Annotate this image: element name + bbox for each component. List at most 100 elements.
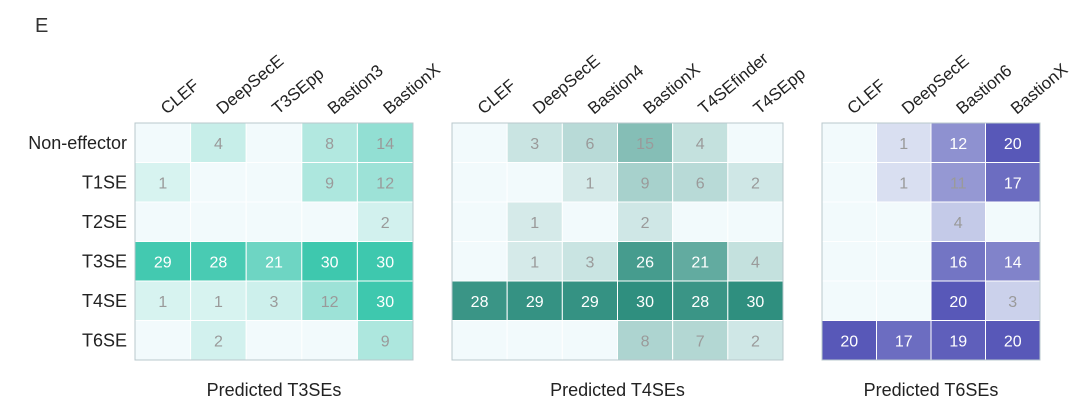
heatmap-cell (821, 320, 877, 361)
cell-value: 30 (321, 254, 339, 271)
cell-value: 30 (376, 254, 394, 271)
heatmap-cell (727, 241, 784, 282)
cell-value: 6 (585, 136, 594, 153)
cell-value: 2 (751, 175, 760, 192)
heatmap-cell (821, 122, 877, 163)
heatmap-cell (727, 162, 784, 203)
cell-value: 17 (1004, 175, 1022, 192)
heatmap-cell (301, 162, 358, 203)
cell-value: 28 (471, 294, 489, 311)
cell-value: 6 (696, 175, 705, 192)
panel-title: Predicted T4SEs (550, 380, 685, 400)
cell-value: 9 (325, 175, 334, 192)
heatmap-cell (245, 320, 303, 361)
cell-value: 28 (691, 294, 709, 311)
heatmap-cell (134, 162, 192, 203)
heatmap-cell (561, 201, 618, 242)
cell-value: 1 (530, 254, 539, 271)
cell-value: 4 (954, 215, 963, 232)
column-label: CLEF (157, 76, 203, 118)
row-label: T1SE (82, 172, 127, 192)
column-label: Bastion3 (324, 61, 387, 118)
cell-value: 20 (840, 333, 858, 350)
cell-value: 1 (158, 175, 167, 192)
cell-value: 30 (636, 294, 654, 311)
heatmap-cell (451, 201, 508, 242)
heatmap-cell (245, 122, 303, 163)
cell-value: 1 (530, 215, 539, 232)
heatmap-cell (876, 280, 932, 321)
cell-value: 8 (641, 333, 650, 350)
cell-value: 19 (949, 333, 967, 350)
heatmap-cell (821, 162, 877, 203)
cell-value: 12 (949, 136, 967, 153)
cell-value: 26 (636, 254, 654, 271)
heatmap-cell (617, 122, 674, 163)
cell-value: 20 (1004, 333, 1022, 350)
heatmap-cell (985, 320, 1041, 361)
heatmap-cell (617, 280, 674, 321)
cell-value: 3 (1008, 294, 1017, 311)
cell-value: 11 (950, 175, 967, 192)
cell-value: 2 (381, 215, 390, 232)
cell-value: 9 (641, 175, 650, 192)
cell-value: 14 (376, 136, 394, 153)
panel-label: E (35, 15, 48, 37)
row-label: T3SE (82, 251, 127, 271)
heatmap-cell (506, 320, 563, 361)
heatmap-cell (245, 241, 303, 282)
cell-value: 29 (154, 254, 172, 271)
cell-value: 17 (895, 333, 913, 350)
cell-value: 30 (747, 294, 765, 311)
heatmap-cell (245, 162, 303, 203)
heatmap-cell (134, 280, 192, 321)
row-label: T2SE (82, 212, 127, 232)
heatmap-cell (134, 201, 192, 242)
heatmap-panel-2: CLEF DeepSecEBastion4BastionXT4SEfinderT4… (451, 49, 809, 400)
heatmap-cell (190, 280, 247, 321)
heatmap-cell (356, 201, 414, 242)
column-label: BastionX (380, 60, 444, 118)
cell-value: 29 (526, 294, 544, 311)
row-label: T4SE (82, 291, 127, 311)
heatmap-cell (876, 241, 932, 282)
heatmap-cell (561, 320, 618, 361)
cell-value: 28 (210, 254, 228, 271)
heatmap-cell (451, 162, 508, 203)
cell-value: 12 (376, 175, 394, 192)
cell-value: 3 (270, 294, 279, 311)
cell-value: 4 (751, 254, 760, 271)
heatmap-cell (617, 201, 674, 242)
heatmap-cell (190, 162, 247, 203)
row-label: T6SE (82, 330, 127, 350)
row-label: Non-effector (28, 133, 127, 153)
panel-title: Predicted T6SEs (864, 380, 999, 400)
cell-value: 1 (585, 175, 594, 192)
heatmap-cell (876, 162, 932, 203)
cell-value: 2 (641, 215, 650, 232)
heatmap-cell (301, 241, 358, 282)
heatmap-cell (561, 280, 618, 321)
heatmap-cell (561, 241, 618, 282)
heatmap-cell (356, 241, 414, 282)
cell-value: 12 (321, 294, 339, 311)
heatmap-cell (672, 201, 729, 242)
cell-value: 15 (636, 136, 654, 153)
heatmap-cell (617, 241, 674, 282)
cell-value: 1 (214, 294, 223, 311)
cell-value: 21 (691, 254, 709, 271)
cell-value: 7 (696, 333, 705, 350)
panel-title: Predicted T3SEs (207, 380, 342, 400)
cell-value: 3 (530, 136, 539, 153)
heatmap-cell (134, 320, 192, 361)
column-label: BastionX (639, 60, 703, 118)
heatmap-cell (451, 122, 508, 163)
cell-value: 2 (751, 333, 760, 350)
cell-value: 14 (1004, 254, 1022, 271)
heatmap-cell (672, 320, 729, 361)
cell-value: 20 (1004, 136, 1022, 153)
cell-value: 30 (376, 294, 394, 311)
